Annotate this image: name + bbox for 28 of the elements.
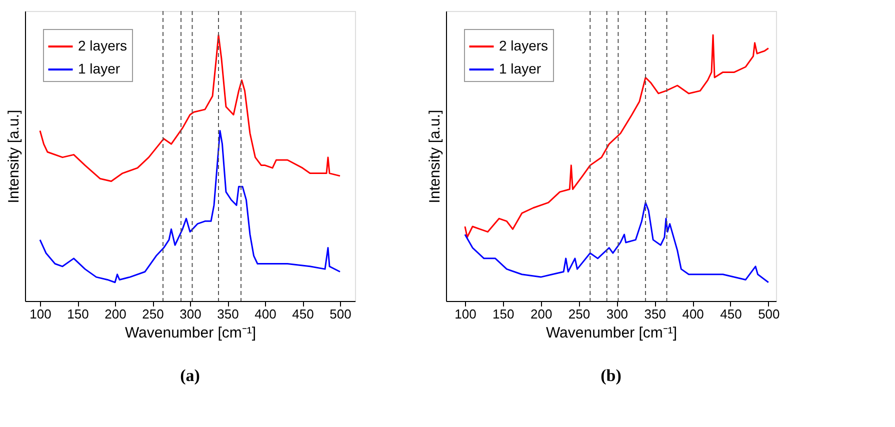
legend-label: 2 layers xyxy=(78,38,128,54)
legend-label: 1 layer xyxy=(499,60,542,76)
x-tick-label: 400 xyxy=(254,306,276,322)
x-tick-label: 400 xyxy=(682,306,704,322)
text: (b) xyxy=(600,366,622,385)
legend-label: 1 layer xyxy=(78,60,120,76)
x-tick-label: 500 xyxy=(330,306,352,322)
x-tick-label: 250 xyxy=(568,306,590,322)
y-axis-title: Intensity [a.u.] xyxy=(6,110,22,204)
x-tick-label: 300 xyxy=(180,306,202,322)
x-tick-label: 300 xyxy=(606,306,628,322)
x-tick-label: 250 xyxy=(142,306,164,322)
x-axis-title: Wavenumber [cm⁻¹] xyxy=(124,324,256,342)
text: (a) xyxy=(180,366,200,385)
x-axis-title: Wavenumber [cm⁻¹] xyxy=(546,324,678,342)
x-tick-label: 150 xyxy=(67,306,89,322)
x-tick-label: 450 xyxy=(292,306,314,322)
x-tick-label: 350 xyxy=(217,306,239,322)
legend-label: 2 layers xyxy=(499,38,548,54)
x-tick-label: 200 xyxy=(530,306,552,322)
x-tick-label: 150 xyxy=(492,306,514,322)
x-tick-label: 350 xyxy=(644,306,666,322)
y-axis-title: Intensity [a.u.] xyxy=(426,110,444,204)
x-tick-label: 100 xyxy=(454,306,476,322)
x-tick-label: 100 xyxy=(30,306,52,322)
x-tick-label: 450 xyxy=(720,306,742,322)
x-tick-label: 200 xyxy=(104,306,126,322)
x-tick-label: 500 xyxy=(758,306,780,322)
